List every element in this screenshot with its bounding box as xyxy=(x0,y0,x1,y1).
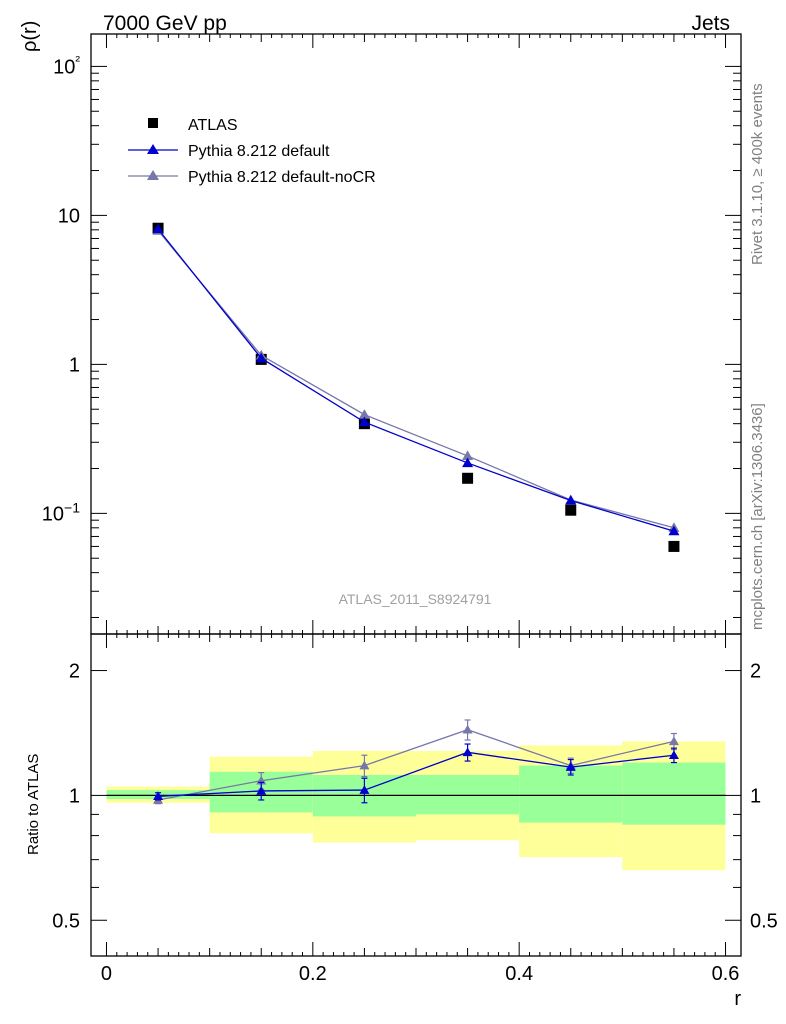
legend-marker-atlas xyxy=(148,118,158,128)
band-inner xyxy=(622,762,726,825)
y-tick-label-right: 0.5 xyxy=(750,910,778,932)
ratio-default-point xyxy=(565,762,576,771)
ratio-nocr-point xyxy=(462,724,473,734)
top-ylabel: ρ(r) xyxy=(19,21,41,52)
legend-marker-nocr xyxy=(147,170,159,180)
default-point xyxy=(668,525,680,536)
ratio-nocr-point xyxy=(668,736,679,746)
default-point xyxy=(358,416,370,427)
y-tick-label: 10² xyxy=(53,52,80,78)
y-tick-label-left: 1 xyxy=(69,785,80,807)
default-point xyxy=(255,352,267,363)
ratio-nocr-line xyxy=(157,729,675,801)
ratio-uncertainty-bands xyxy=(106,741,726,871)
x-tick-label: 0 xyxy=(101,963,112,985)
axis-frames: 0 0.2 0.4 0.6 10−1 1 10 10² 0.5 0.5 1 1 2 2 xyxy=(42,33,778,985)
x-tick-label: 0.2 xyxy=(299,963,327,985)
nocr-line xyxy=(157,230,675,529)
y-tick-label-left: 2 xyxy=(69,661,80,683)
atlas-point xyxy=(462,472,474,484)
default-point xyxy=(152,223,164,234)
legend-label-default: Pythia 8.212 default xyxy=(188,143,330,160)
ratio-nocr-point xyxy=(359,760,370,770)
ratio-default-point xyxy=(462,747,473,757)
xlabel: r xyxy=(734,988,741,1010)
data-marks xyxy=(152,222,680,805)
mcplots-label: mcplots.cern.ch [arXiv:1306.3436] xyxy=(749,403,766,630)
default-line xyxy=(157,228,675,532)
band-inner xyxy=(416,774,520,815)
ratio-default-line xyxy=(158,751,675,797)
atlas-point xyxy=(668,540,680,552)
ratio-default-point xyxy=(153,791,164,801)
nocr-point xyxy=(462,450,474,461)
ratio-default-point xyxy=(256,785,267,795)
default-point xyxy=(565,495,577,505)
y-tick-label-right: 1 xyxy=(750,785,761,807)
analysis-id: ATLAS_2011_S8924791 xyxy=(339,591,492,607)
nocr-point xyxy=(358,409,370,419)
y-tick-label-left: 0.5 xyxy=(52,910,80,932)
y-tick-label-right: 2 xyxy=(750,661,761,683)
title-left: 7000 GeV pp xyxy=(103,12,227,35)
legend: ATLAS Pythia 8.212 default Pythia 8.212 … xyxy=(128,117,376,186)
legend-label-atlas: ATLAS xyxy=(188,117,238,134)
y-tick-label: 1 xyxy=(69,354,80,376)
default-point xyxy=(462,457,474,468)
ratio-default-point xyxy=(668,750,679,759)
ratio-default-point xyxy=(359,785,370,794)
x-tick-label: 0.4 xyxy=(505,963,533,985)
atlas-point xyxy=(565,504,577,516)
y-tick-label: 10 xyxy=(58,205,80,227)
legend-label-nocr: Pythia 8.212 default-noCR xyxy=(188,169,376,186)
y-tick-label: 10−1 xyxy=(42,499,80,525)
title-right: Jets xyxy=(691,12,730,35)
rivet-label: Rivet 3.1.10, ≥ 400k events xyxy=(749,83,766,265)
legend-marker-default xyxy=(147,144,159,154)
bottom-ylabel: Ratio to ATLAS xyxy=(25,754,42,855)
x-tick-label: 0.6 xyxy=(712,963,740,985)
